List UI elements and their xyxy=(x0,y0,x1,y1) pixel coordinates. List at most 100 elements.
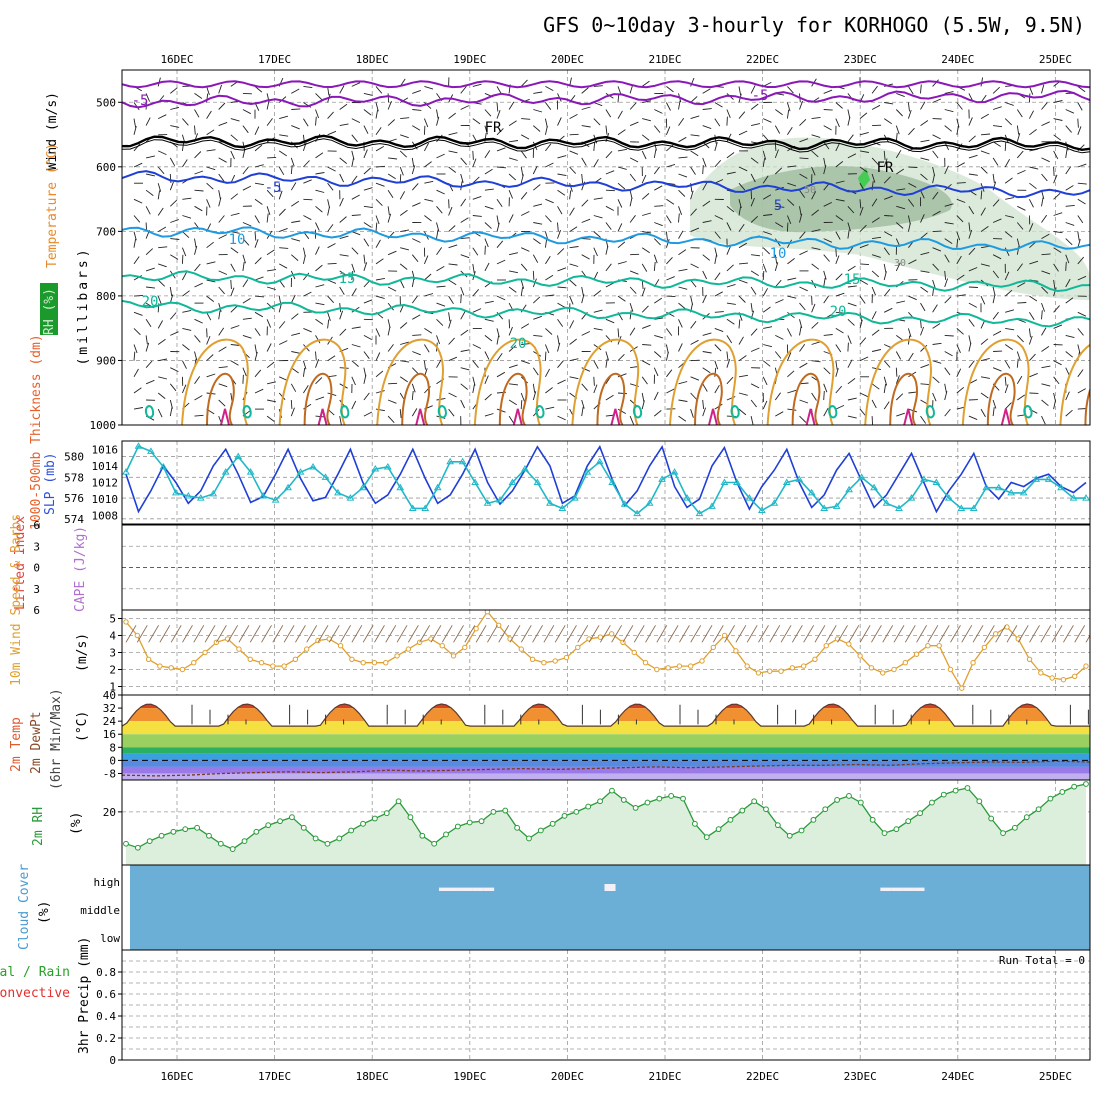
isotherm-5 xyxy=(122,299,1090,328)
upper-barb-787 xyxy=(944,238,953,244)
upper-barb-144 xyxy=(907,102,910,112)
upper-barb-1027 xyxy=(944,278,949,288)
lowlevel-hot-7 xyxy=(903,408,914,425)
upper-barb-1634 xyxy=(545,406,555,410)
upper-barb-1430 xyxy=(980,357,990,362)
wind-speed-point-47 xyxy=(654,666,660,673)
isotherm-4 xyxy=(122,270,1090,293)
upper-barb-1314 xyxy=(544,344,550,354)
upper-barb-749 xyxy=(484,238,489,248)
upper-barb-1621 xyxy=(387,415,395,424)
temp-line xyxy=(122,703,1090,727)
upper-barb-495 xyxy=(315,189,325,193)
thickness-point-75 xyxy=(1057,483,1065,491)
lowlevel-inner-0 xyxy=(206,372,235,425)
upper-barb-173 xyxy=(291,125,300,130)
y-label-cloud: Cloud Cover xyxy=(17,864,32,950)
upper-barb-1590 xyxy=(980,392,989,399)
upper-barb-465 xyxy=(920,173,928,181)
upper-barb-1571 xyxy=(750,399,757,408)
upper-barb-1203 xyxy=(170,331,179,336)
wind-speed-point-60 xyxy=(800,663,807,669)
upper-barb-1059 xyxy=(363,299,373,304)
upper-barb-1078 xyxy=(593,290,602,297)
upper-barb-233 xyxy=(1016,125,1020,135)
upper-barb-551 xyxy=(992,181,997,191)
upper-barb-654 xyxy=(303,215,312,221)
upper-barb-1442 xyxy=(158,376,168,380)
upper-barb-171 xyxy=(266,118,273,126)
upper-barb-809 xyxy=(242,254,246,264)
upper-barb-566 xyxy=(206,199,211,208)
upper-barb-1409 xyxy=(726,358,731,368)
wind-grid xyxy=(122,610,1090,695)
upper-barb-1235 xyxy=(557,335,560,345)
thickness-point-21 xyxy=(383,462,392,470)
upper-barb-635 xyxy=(1041,197,1044,207)
wind-barb-46 xyxy=(645,625,656,643)
upper-barb-100 xyxy=(375,102,379,112)
upper-barb-592 xyxy=(520,192,528,200)
upper-barb-1488 xyxy=(714,367,717,377)
upper-barb-1104 xyxy=(908,295,917,301)
upper-barb-1341 xyxy=(872,349,881,352)
upper-barb-1651 xyxy=(750,416,754,425)
cloud-fill xyxy=(130,865,1090,950)
upper-barb-839 xyxy=(605,245,609,255)
upper-barb-1254 xyxy=(786,328,792,337)
upper-barb-684 xyxy=(666,215,672,224)
upper-barb-967 xyxy=(218,286,225,295)
upper-barb-811 xyxy=(266,249,275,256)
upper-barb-284 xyxy=(665,126,671,135)
wind-speed-point-77 xyxy=(992,631,999,637)
upper-barb-146 xyxy=(932,98,942,103)
wind-speed-point-84 xyxy=(1072,673,1078,679)
upper-barb-456 xyxy=(811,166,816,176)
rh-point-6 xyxy=(194,824,201,831)
y-label-cloud-units: (%) xyxy=(37,901,52,924)
upper-barb-1486 xyxy=(690,376,700,381)
contour-label-8: 15 xyxy=(339,271,356,287)
upper-barb-1619 xyxy=(363,411,373,417)
upper-barb-1453 xyxy=(290,383,297,392)
upper-barb-337 xyxy=(339,157,347,164)
thickness-point-55 xyxy=(807,488,816,496)
upper-barb-1107 xyxy=(944,296,952,304)
wind-barb-13 xyxy=(272,625,284,643)
upper-barb-362 xyxy=(641,150,647,160)
upper-barb-853 xyxy=(774,254,778,264)
upper-barb-224 xyxy=(907,109,912,119)
upper-barb-324 xyxy=(181,141,185,151)
upper-barb-516 xyxy=(569,183,573,192)
upper-barb-1051 xyxy=(266,302,275,310)
upper-barb-119 xyxy=(605,109,612,118)
low-level-isotherms xyxy=(144,338,1090,425)
rh-point-50 xyxy=(715,826,722,833)
wind-speed-point-20 xyxy=(349,656,355,662)
upper-barb-962 xyxy=(157,279,166,287)
upper-barb-1345 xyxy=(920,344,928,352)
upper-barb-1111 xyxy=(992,294,996,304)
upper-barb-1458 xyxy=(351,376,356,386)
upper-barb-1326 xyxy=(690,339,699,345)
upper-barb-235 xyxy=(1041,121,1050,127)
upper-barb-1662 xyxy=(883,401,890,410)
wind-barb-60 xyxy=(803,625,815,643)
thickness-point-0 xyxy=(122,468,130,475)
lowlevel-inner-2 xyxy=(401,372,431,425)
upper-barb-158 xyxy=(1077,102,1083,111)
upper-barb-1395 xyxy=(557,360,564,368)
upper-barb-828 xyxy=(472,247,479,256)
contour-label-12: 20 xyxy=(510,336,527,352)
upper-barb-1540 xyxy=(375,390,385,394)
upper-barb-976 xyxy=(327,279,337,284)
upper-barb-1072 xyxy=(520,287,524,297)
temp-band-7 xyxy=(122,766,1090,774)
wind-barb-54 xyxy=(735,625,747,643)
upper-barb-164 xyxy=(182,118,189,126)
upper-barb-490 xyxy=(254,182,264,186)
upper-barb-784 xyxy=(907,222,911,232)
upper-barb-756 xyxy=(569,226,578,232)
